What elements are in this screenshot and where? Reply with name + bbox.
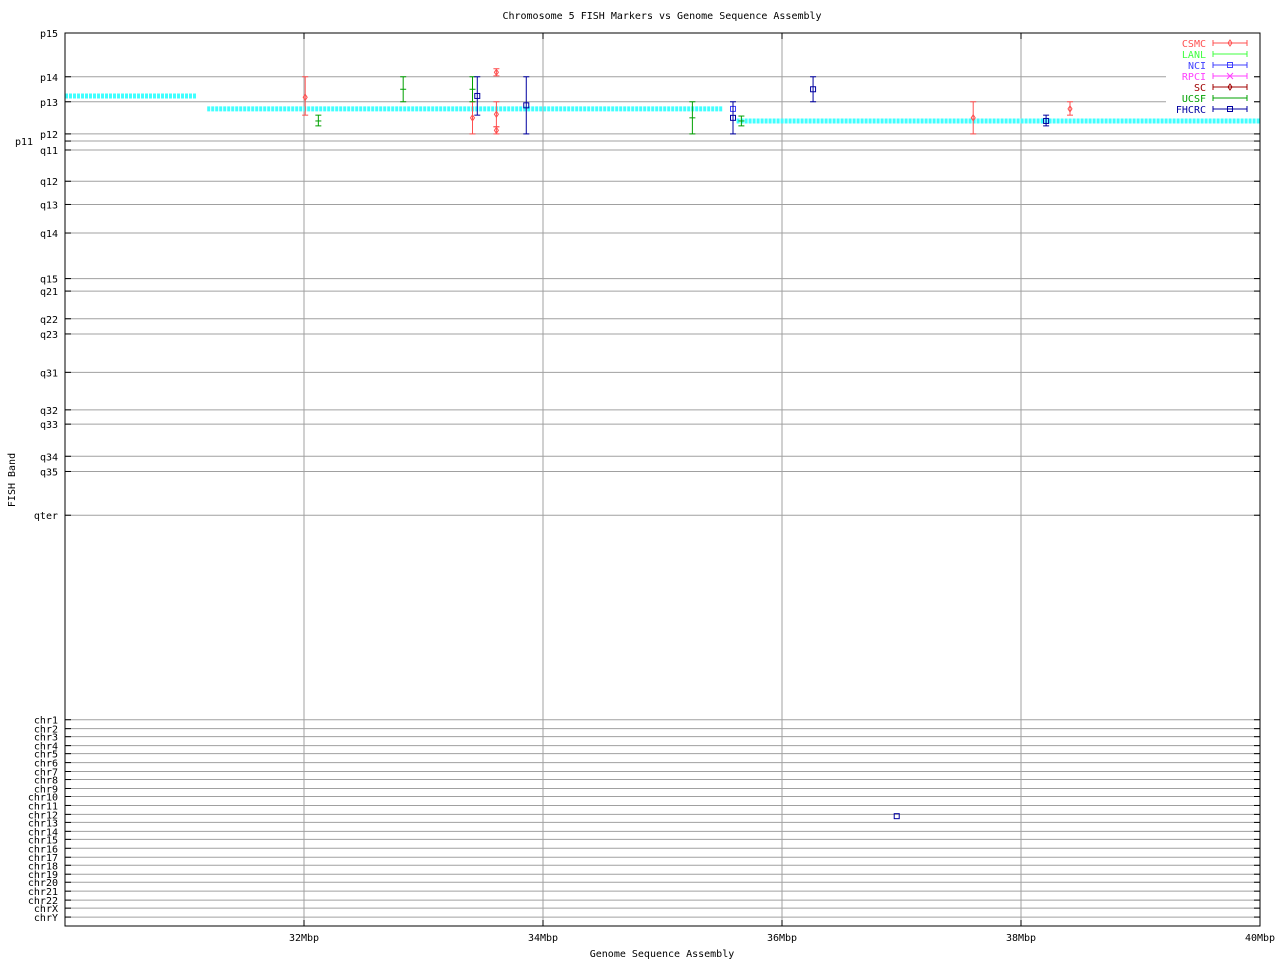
point-marker	[970, 113, 976, 122]
y-tick-label: chr3	[34, 733, 58, 744]
point-marker	[469, 113, 476, 122]
y-tick-label: chr1	[34, 716, 58, 727]
y-tick-label: p15	[40, 29, 58, 40]
y-tick-label: q31	[40, 368, 58, 379]
point-marker	[523, 102, 530, 109]
point-marker	[493, 68, 499, 77]
point-marker	[730, 114, 737, 121]
y-tick-label: chr8	[34, 776, 58, 787]
point-marker	[893, 813, 900, 820]
plot-border	[64, 32, 1261, 927]
y-axis-label: FISH Band	[7, 453, 18, 507]
y-tick-label: q13	[40, 200, 58, 211]
legend-label: FHCRC	[1176, 105, 1206, 116]
x-tick-label: 32Mbp	[289, 933, 319, 944]
y-tick-label: chr10	[28, 793, 58, 804]
y-tick-label: chr18	[28, 861, 58, 872]
y-tick-label: chrY	[34, 913, 58, 924]
legend-label: UCSF	[1182, 94, 1206, 105]
y-tick-label: chr11	[28, 801, 58, 812]
y-tick-label: q34	[40, 452, 58, 463]
x-tick-label: 34Mbp	[528, 933, 558, 944]
y-tick-label: chr17	[28, 853, 58, 864]
point-marker	[1227, 39, 1233, 47]
y-tick-label: chr13	[28, 818, 58, 829]
legend-label: RPCI	[1182, 72, 1206, 83]
legend-label: NCI	[1188, 61, 1206, 72]
legend-background	[1166, 36, 1254, 114]
y-tick-label: q12	[40, 177, 58, 188]
point-marker	[1227, 106, 1233, 112]
y-tick-label: qter	[34, 511, 58, 522]
point-marker	[1226, 72, 1234, 80]
plot-marks	[65, 68, 1260, 820]
y-tick-label: chr5	[34, 750, 58, 761]
y-tick-label: chr12	[28, 810, 58, 821]
y-tick-label: q22	[40, 315, 58, 326]
y-tick-label: chr9	[34, 784, 58, 795]
x-tick-label: 40Mbp	[1245, 933, 1275, 944]
y-tick-label: chrX	[34, 904, 58, 915]
point-marker	[1067, 105, 1073, 113]
y-tick-label: q32	[40, 406, 58, 417]
y-tick-label: chr15	[28, 835, 58, 846]
y-tick-label: chr16	[28, 844, 58, 855]
y-tick-label: p14	[40, 73, 58, 84]
point-marker	[302, 93, 308, 102]
y-tick-label: chr19	[28, 870, 58, 881]
y-tick-label: q23	[40, 330, 58, 341]
gridlines	[65, 33, 1260, 926]
point-marker	[1227, 62, 1233, 68]
legend-label: SC	[1194, 83, 1206, 94]
y-tick-label: chr22	[28, 896, 58, 907]
x-tick-label: 38Mbp	[1006, 933, 1036, 944]
y-tick-label: chr6	[34, 759, 58, 770]
y-tick-label: q11	[40, 146, 58, 157]
y-tick-label: q15	[40, 275, 58, 286]
y-tick-label: q21	[40, 287, 58, 298]
y-tick-label: chr20	[28, 878, 58, 889]
y-tick-label: chr7	[34, 768, 58, 779]
point-marker	[1227, 83, 1233, 91]
y-tick-label: q33	[40, 420, 58, 431]
y-tick-label: q14	[40, 229, 58, 240]
y-tick-label: chr14	[28, 827, 58, 838]
y-tick-label: p11	[15, 137, 33, 148]
x-axis-label: Genome Sequence Assembly	[590, 949, 735, 960]
y-tick-label: chr2	[34, 725, 58, 736]
chart-title: Chromosome 5 FISH Markers vs Genome Sequ…	[502, 11, 821, 22]
y-tick-label: chr4	[34, 742, 58, 753]
y-tick-label: p13	[40, 98, 58, 109]
legend-label: LANL	[1182, 50, 1206, 61]
point-marker	[474, 92, 481, 99]
y-tick-label: p12	[40, 130, 58, 141]
point-marker	[493, 110, 499, 119]
y-tick-label: chr21	[28, 887, 58, 898]
point-marker	[493, 126, 499, 135]
y-tick-label: q35	[40, 467, 58, 478]
legend-label: CSMC	[1182, 39, 1206, 50]
point-marker	[810, 86, 817, 93]
x-tick-label: 36Mbp	[767, 933, 797, 944]
point-marker	[1043, 117, 1050, 124]
